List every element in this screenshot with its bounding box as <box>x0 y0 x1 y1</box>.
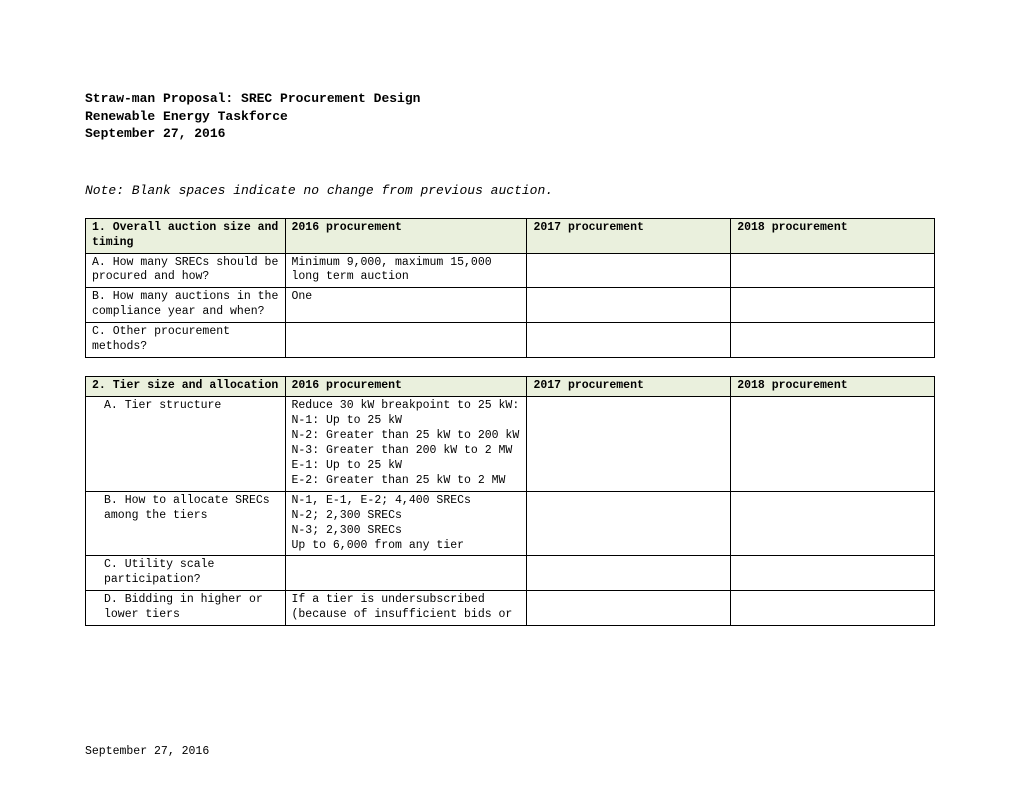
cell-2018 <box>731 253 935 288</box>
cell-2016: One <box>285 288 527 323</box>
cell-2017 <box>527 491 731 556</box>
cell-2016 <box>285 323 527 358</box>
table-header-row: 1. Overall auction size and timing 2016 … <box>86 218 935 253</box>
section-title: 2. Tier size and allocation <box>86 377 286 397</box>
col-2016: 2016 procurement <box>285 218 527 253</box>
cell-2017 <box>527 397 731 492</box>
cell-2018 <box>731 323 935 358</box>
cell-2017 <box>527 591 731 626</box>
note: Note: Blank spaces indicate no change fr… <box>85 183 935 198</box>
title-line-1: Straw-man Proposal: SREC Procurement Des… <box>85 90 935 108</box>
footer-date: September 27, 2016 <box>85 745 209 758</box>
title-line-2: Renewable Energy Taskforce <box>85 108 935 126</box>
cell-2018 <box>731 591 935 626</box>
row-label: B. How many auctions in the compliance y… <box>86 288 286 323</box>
row-label: C. Other procurement methods? <box>86 323 286 358</box>
row-label: A. Tier structure <box>86 397 286 492</box>
table-tier-size: 2. Tier size and allocation 2016 procure… <box>85 376 935 626</box>
cell-2016 <box>285 556 527 591</box>
cell-2016: If a tier is undersubscribed (because of… <box>285 591 527 626</box>
cell-2017 <box>527 556 731 591</box>
title-line-3: September 27, 2016 <box>85 125 935 143</box>
col-2016: 2016 procurement <box>285 377 527 397</box>
table-row: C. Utility scale participation? <box>86 556 935 591</box>
cell-2018 <box>731 397 935 492</box>
table-row: B. How many auctions in the compliance y… <box>86 288 935 323</box>
table-header-row: 2. Tier size and allocation 2016 procure… <box>86 377 935 397</box>
section-title: 1. Overall auction size and timing <box>86 218 286 253</box>
col-2017: 2017 procurement <box>527 377 731 397</box>
col-2018: 2018 procurement <box>731 377 935 397</box>
title-block: Straw-man Proposal: SREC Procurement Des… <box>85 90 935 143</box>
row-label: A. How many SRECs should be procured and… <box>86 253 286 288</box>
cell-2018 <box>731 556 935 591</box>
col-2018: 2018 procurement <box>731 218 935 253</box>
row-label: D. Bidding in higher or lower tiers <box>86 591 286 626</box>
cell-2017 <box>527 323 731 358</box>
table-row: B. How to allocate SRECs among the tiers… <box>86 491 935 556</box>
row-label: B. How to allocate SRECs among the tiers <box>86 491 286 556</box>
table-auction-size: 1. Overall auction size and timing 2016 … <box>85 218 935 359</box>
table-row: A. Tier structure Reduce 30 kW breakpoin… <box>86 397 935 492</box>
cell-2018 <box>731 288 935 323</box>
cell-2016: N-1, E-1, E-2; 4,400 SRECs N-2; 2,300 SR… <box>285 491 527 556</box>
document-page: Straw-man Proposal: SREC Procurement Des… <box>0 0 1020 788</box>
cell-2017 <box>527 288 731 323</box>
table-row: A. How many SRECs should be procured and… <box>86 253 935 288</box>
cell-2016: Minimum 9,000, maximum 15,000 long term … <box>285 253 527 288</box>
col-2017: 2017 procurement <box>527 218 731 253</box>
table-row: D. Bidding in higher or lower tiers If a… <box>86 591 935 626</box>
table-row: C. Other procurement methods? <box>86 323 935 358</box>
cell-2016: Reduce 30 kW breakpoint to 25 kW: N-1: U… <box>285 397 527 492</box>
cell-2018 <box>731 491 935 556</box>
cell-2017 <box>527 253 731 288</box>
row-label: C. Utility scale participation? <box>86 556 286 591</box>
